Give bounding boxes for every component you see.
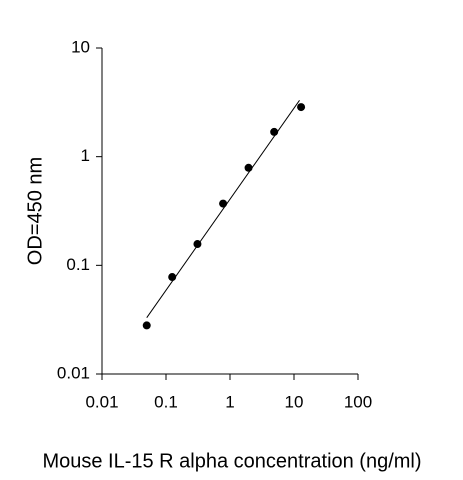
data-point: [193, 240, 202, 249]
data-point: [219, 199, 228, 208]
y-tick-label: 0.01: [57, 363, 90, 382]
data-point: [142, 321, 151, 330]
x-tick-label: 0.01: [85, 392, 118, 411]
x-tick-label: 1: [225, 392, 234, 411]
y-tick-label: 10: [71, 37, 90, 56]
data-point: [270, 127, 279, 136]
data-point: [168, 273, 177, 282]
data-point: [244, 163, 253, 172]
y-axis-title: OD=450 nm: [24, 157, 46, 265]
fit-line: [146, 100, 300, 318]
y-tick-label: 0.1: [66, 255, 90, 274]
x-tick-label: 0.1: [154, 392, 178, 411]
y-tick-label: 1: [81, 146, 90, 165]
x-axis-title: Mouse IL-15 R alpha concentration (ng/ml…: [42, 450, 421, 472]
x-tick-label: 10: [285, 392, 304, 411]
data-point: [297, 103, 306, 112]
x-tick-label: 100: [344, 392, 372, 411]
